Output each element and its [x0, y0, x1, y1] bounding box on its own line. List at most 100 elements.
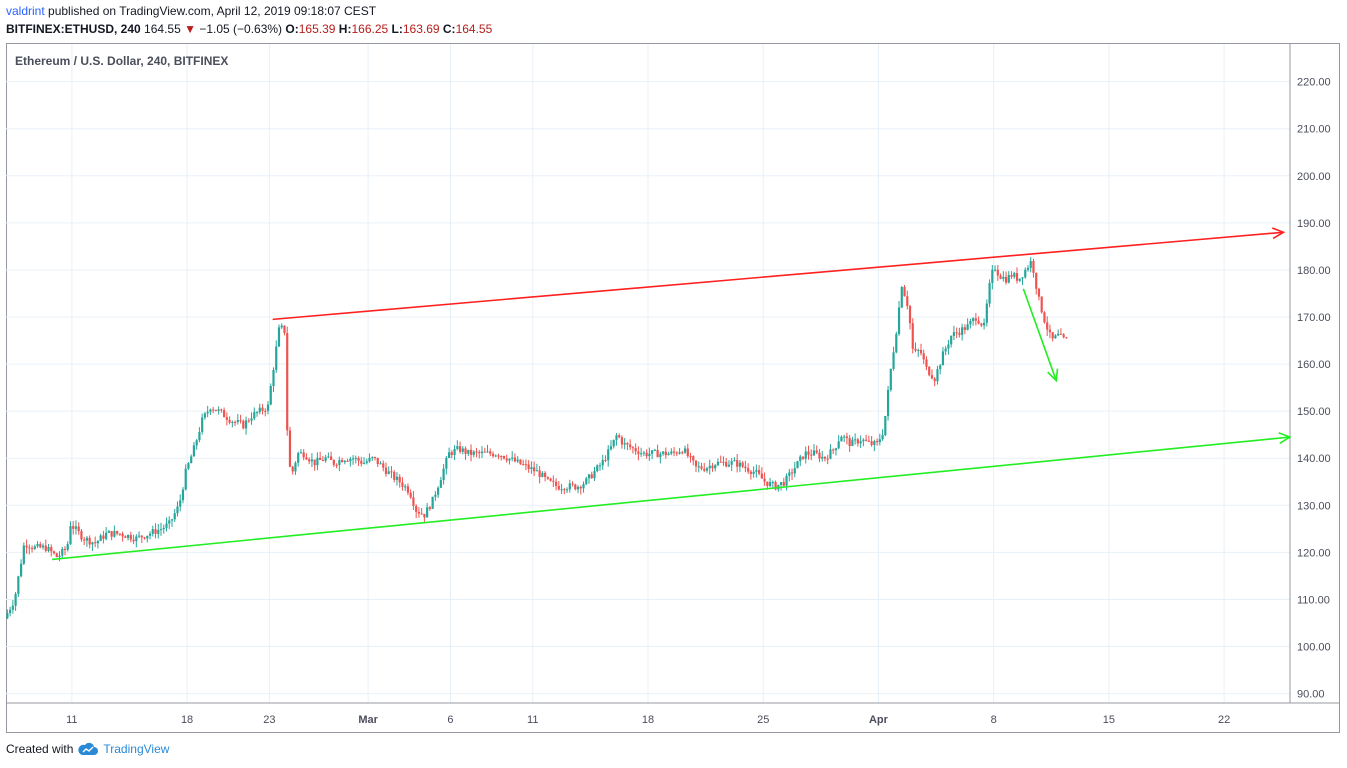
candle-body	[930, 375, 934, 379]
candle-body	[1007, 274, 1010, 283]
candle-body	[500, 456, 503, 458]
candle-body	[1004, 276, 1008, 283]
candle-body	[480, 451, 484, 454]
candle-body	[291, 466, 294, 472]
candle-body	[708, 465, 711, 469]
candle-body	[107, 531, 110, 533]
candle-body	[700, 466, 703, 469]
candle-body	[985, 303, 988, 323]
candle-body	[269, 386, 272, 405]
author-link[interactable]: valdrint	[6, 4, 45, 18]
candle-body	[264, 410, 267, 412]
candle-body	[143, 537, 146, 539]
candle-body	[972, 318, 975, 322]
candle-body	[458, 446, 462, 452]
candle-body	[821, 456, 824, 459]
candle-body	[1051, 332, 1054, 339]
time-tick-label: Apr	[869, 714, 889, 726]
candle-body	[190, 456, 193, 464]
candle-body	[928, 366, 931, 376]
candle-body	[837, 441, 840, 449]
candle-body	[272, 369, 275, 387]
candle-body	[546, 476, 549, 479]
candle-body	[774, 481, 777, 490]
candle-body	[132, 539, 135, 542]
candle-body	[705, 468, 709, 471]
candle-body	[944, 348, 947, 352]
candle-body	[766, 481, 769, 487]
candle-body	[1002, 276, 1005, 279]
candle-body	[950, 335, 953, 345]
time-tick-label: 11	[66, 714, 77, 726]
candle-body	[187, 463, 190, 469]
candle-body	[538, 470, 541, 477]
candle-body	[640, 453, 643, 455]
candle-body	[963, 327, 966, 330]
candle-body	[719, 461, 722, 463]
candle-body	[146, 535, 149, 539]
tradingview-brand-link[interactable]: TradingView	[103, 742, 170, 756]
candle-body	[338, 460, 341, 465]
candle-body	[401, 482, 404, 487]
candle-body	[895, 333, 898, 353]
candle-body	[659, 453, 662, 458]
candle-body	[859, 441, 862, 444]
high-value: 166.25	[351, 22, 389, 36]
candle-body	[681, 452, 684, 454]
candle-body	[47, 547, 50, 551]
candle-body	[988, 282, 991, 304]
candle-body	[99, 535, 102, 541]
candle-body	[906, 296, 909, 307]
candle-body	[497, 455, 500, 457]
candle-body	[513, 457, 517, 462]
low-label: L:	[391, 22, 403, 36]
candle-body	[865, 439, 868, 441]
candle-body	[716, 461, 720, 466]
candle-body	[703, 468, 706, 471]
price-tick-label: 180.00	[1297, 265, 1331, 277]
price-tick-label: 130.00	[1297, 500, 1331, 512]
candle-body	[952, 332, 956, 336]
candle-body	[648, 453, 651, 456]
candle-body	[908, 306, 912, 324]
trendline	[52, 436, 1291, 561]
price-tick-label: 200.00	[1297, 171, 1331, 183]
candle-body	[373, 457, 377, 459]
candle-body	[604, 460, 607, 462]
time-tick-label: 6	[447, 714, 453, 726]
candle-body	[319, 457, 322, 460]
trendline-arrowhead	[1271, 227, 1286, 240]
candle-body	[637, 451, 640, 455]
candle-body	[661, 451, 665, 454]
candle-body	[258, 407, 261, 413]
candle-body	[1013, 273, 1016, 277]
candle-body	[779, 482, 783, 485]
candle-body	[340, 460, 344, 463]
time-tick-label: 23	[263, 714, 275, 726]
candle-body	[19, 563, 23, 577]
candle-body	[140, 535, 143, 538]
candle-body	[30, 548, 34, 550]
candle-body	[469, 449, 473, 455]
candle-body	[651, 450, 654, 454]
candle-body	[11, 605, 14, 610]
candle-body	[121, 533, 124, 537]
candle-body	[727, 464, 731, 467]
chart-grid	[6, 44, 1290, 703]
candle-body	[911, 323, 914, 349]
candle-body	[697, 466, 700, 468]
candle-body	[974, 318, 977, 321]
candle-body	[565, 489, 569, 491]
candle-body	[491, 453, 495, 457]
candle-body	[1054, 335, 1057, 339]
candle-body	[873, 441, 876, 445]
candle-body	[242, 420, 245, 429]
candle-body	[977, 320, 980, 324]
candle-body	[1059, 333, 1063, 335]
low-value: 163.69	[402, 22, 440, 36]
candle-body	[450, 452, 453, 456]
candle-body	[217, 409, 220, 411]
candle-body	[261, 407, 264, 411]
price-tick-label: 90.00	[1297, 689, 1325, 701]
